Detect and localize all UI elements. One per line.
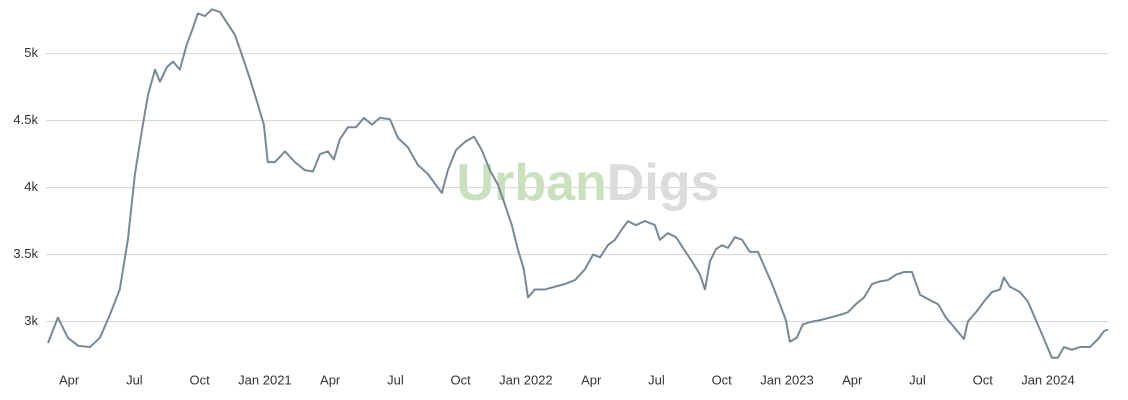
y-tick-label: 5k [24, 45, 38, 60]
grid [46, 53, 1108, 323]
x-tick-label: Apr [320, 372, 341, 387]
x-tick-label: Jul [126, 372, 143, 387]
y-tick-label: 4.5k [13, 112, 38, 127]
watermark-part: Digs [607, 154, 720, 212]
x-tick-label: Jul [648, 372, 665, 387]
x-tick-label: Apr [842, 372, 863, 387]
x-tick-label: Oct [190, 372, 211, 387]
line [47, 8, 1109, 359]
x-tick-label: Oct [451, 372, 472, 387]
x-tick-label: Jan 2021 [238, 372, 292, 387]
x-tick-label: Jan 2024 [1021, 372, 1075, 387]
y-tick-label: 3k [24, 313, 38, 328]
y-tick-label: 4k [24, 179, 38, 194]
x-tick-label: Oct [712, 372, 733, 387]
watermark: UrbanDigs [457, 154, 720, 212]
watermark-part: Urban [457, 154, 607, 212]
x-tick-label: Apr [581, 372, 602, 387]
x-tick-label: Apr [59, 372, 80, 387]
x-tick-label: Jan 2023 [760, 372, 814, 387]
x-tick-label: Oct [973, 372, 994, 387]
y-tick-label: 3.5k [13, 246, 38, 261]
x-tick-label: Jan 2022 [499, 372, 553, 387]
x-tick-label: Jul [387, 372, 404, 387]
x-tick-label: Jul [909, 372, 926, 387]
